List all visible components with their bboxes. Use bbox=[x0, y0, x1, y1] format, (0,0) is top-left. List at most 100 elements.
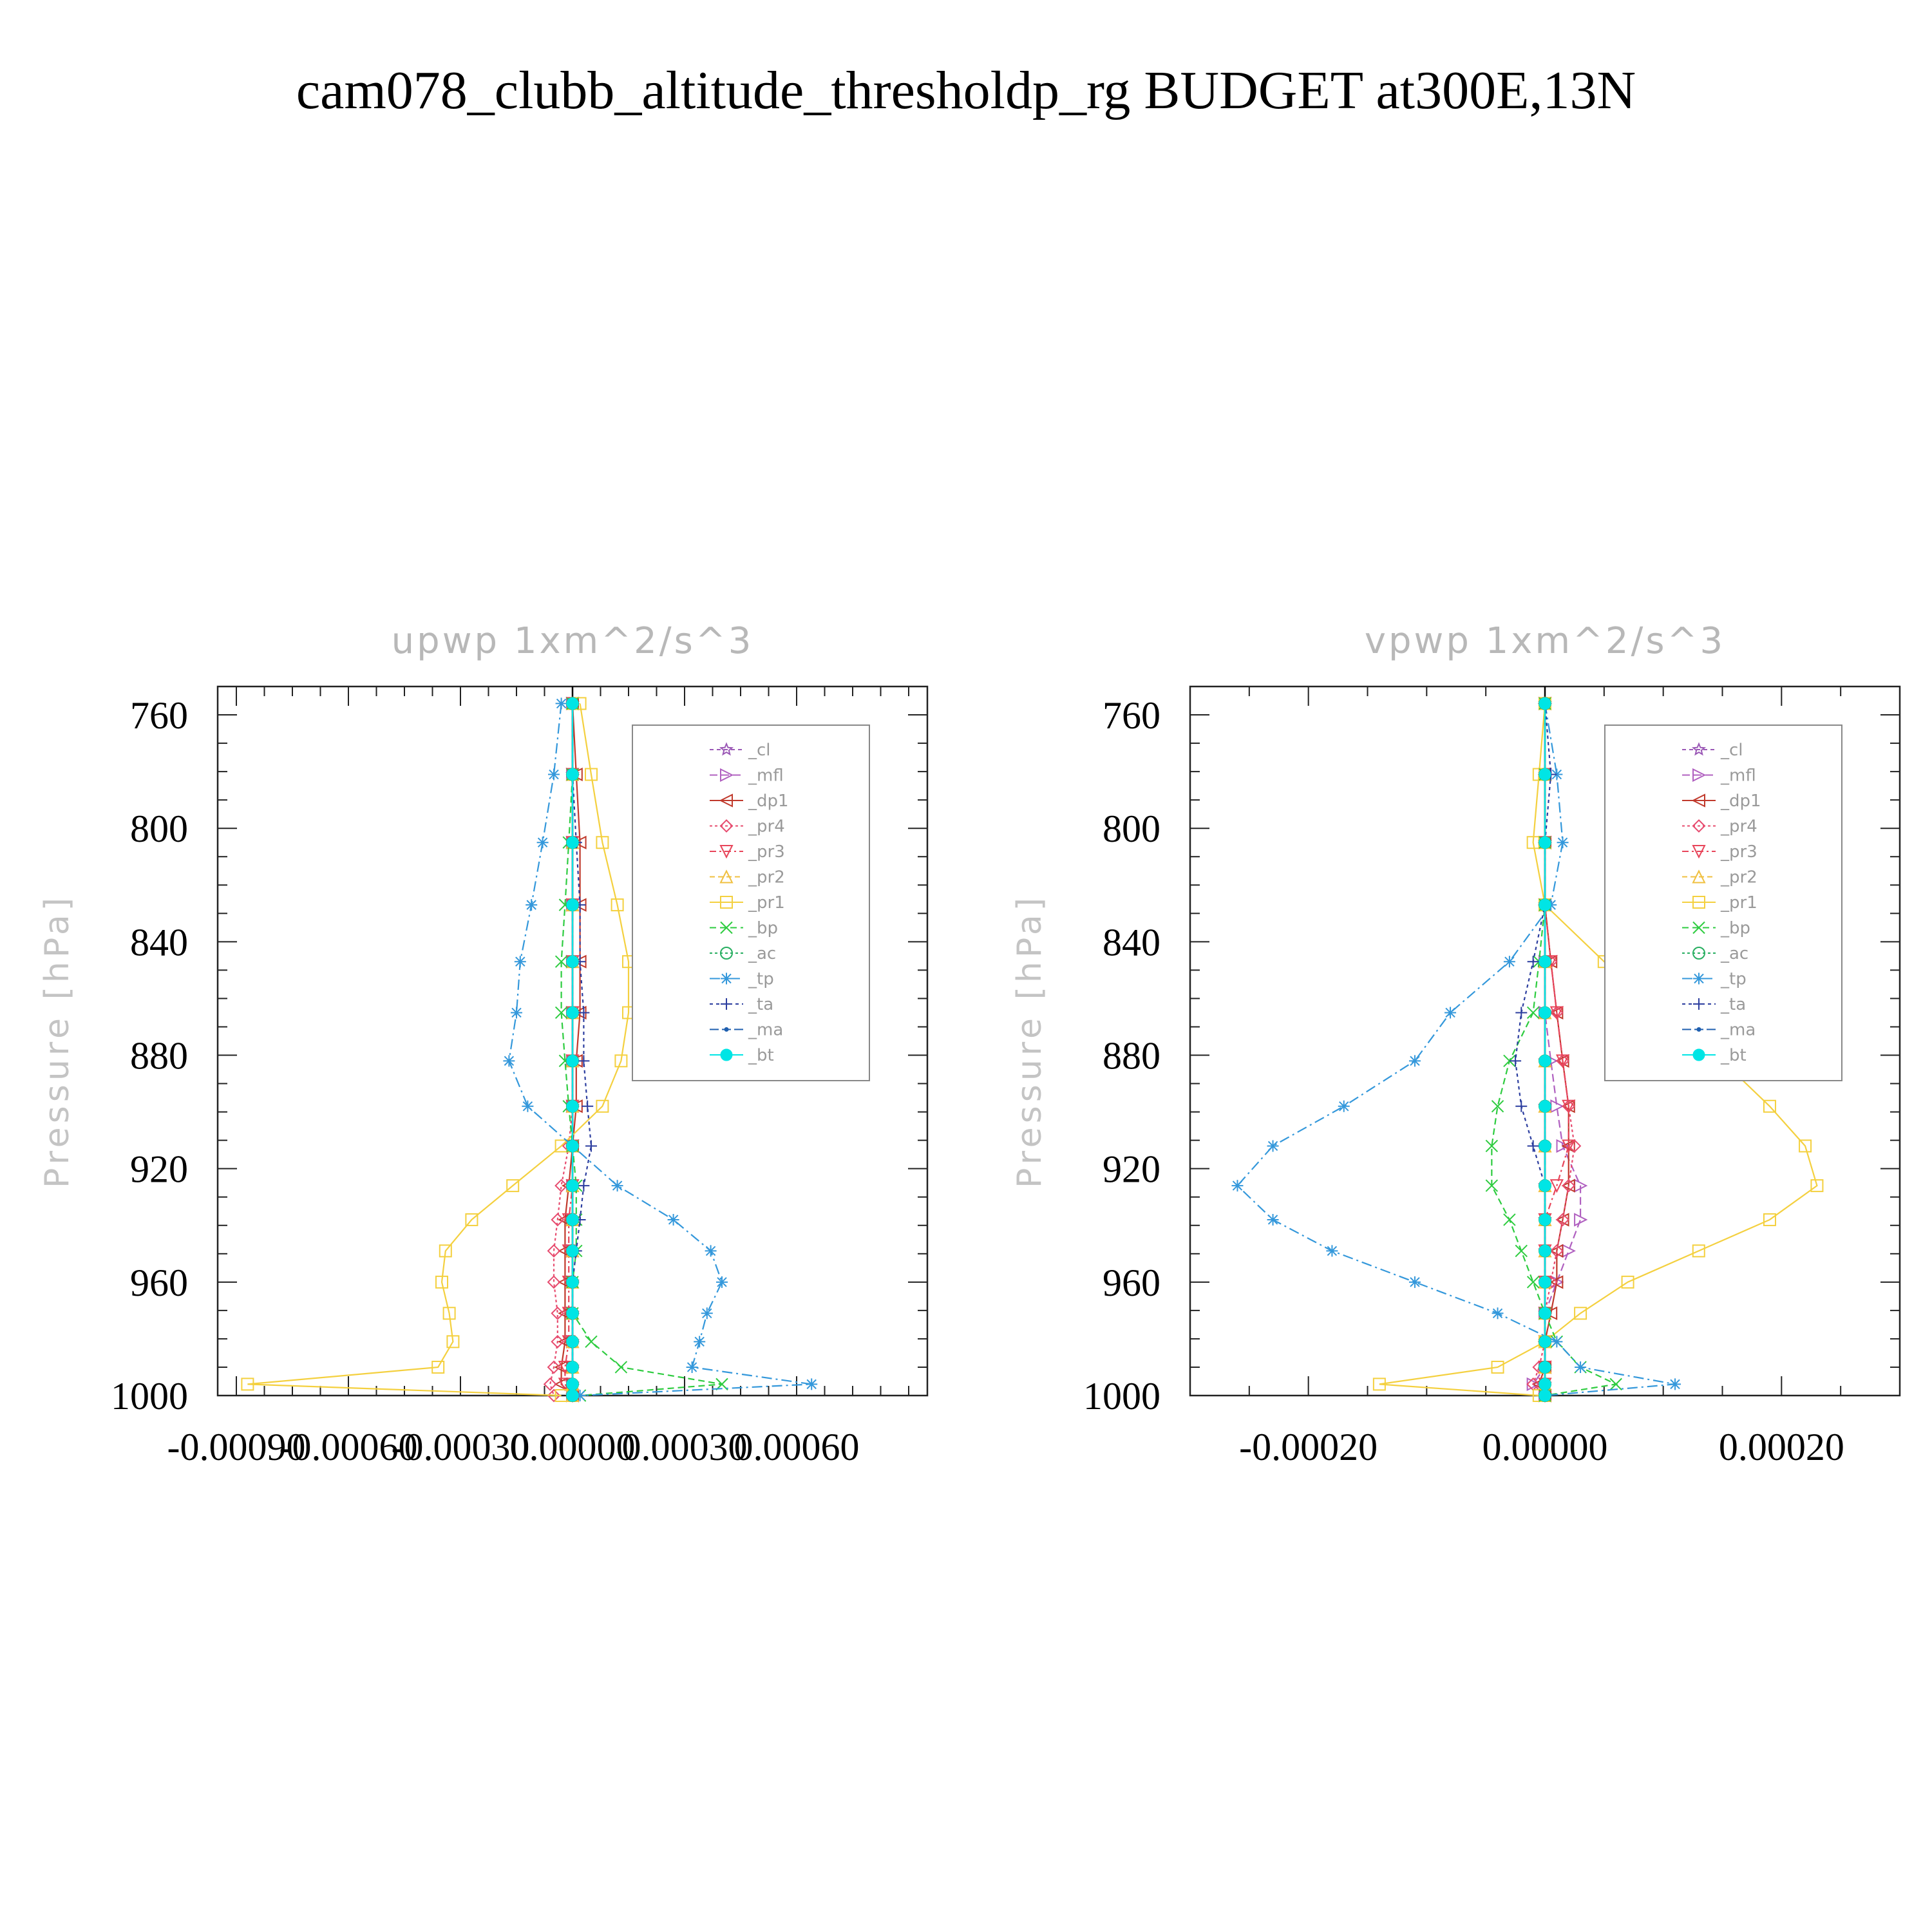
data-point bbox=[511, 1007, 522, 1019]
data-point bbox=[1621, 1275, 1634, 1289]
legend-entry: _pr1 bbox=[1720, 893, 1757, 913]
legend-entry: _ta bbox=[1720, 995, 1746, 1014]
data-point bbox=[554, 955, 568, 968]
data-point bbox=[566, 1244, 579, 1257]
data-point bbox=[551, 1213, 565, 1227]
legend-entry: _dp1 bbox=[748, 791, 789, 811]
data-point bbox=[1485, 1139, 1499, 1153]
data-point bbox=[514, 956, 526, 968]
x-tick-label: 0.00000 bbox=[510, 1426, 636, 1468]
data-point bbox=[574, 1390, 586, 1401]
data-point bbox=[578, 1007, 590, 1019]
data-point bbox=[1503, 1213, 1516, 1226]
data-point bbox=[1799, 1139, 1812, 1153]
data-point bbox=[1810, 1179, 1824, 1193]
data-point bbox=[667, 1213, 679, 1226]
data-point bbox=[566, 898, 579, 911]
data-point bbox=[566, 1213, 579, 1226]
data-point bbox=[1557, 837, 1569, 849]
series-ta bbox=[1510, 697, 1557, 1401]
data-point bbox=[1515, 1100, 1528, 1112]
data-point bbox=[566, 1335, 579, 1348]
y-tick-label: 760 bbox=[1103, 694, 1160, 737]
data-point bbox=[1539, 1179, 1551, 1192]
data-point bbox=[536, 837, 549, 849]
data-point bbox=[431, 1360, 445, 1374]
figure-title: cam078_clubb_altitude_thresholdp_rg BUDG… bbox=[296, 61, 1636, 120]
data-point bbox=[1609, 1378, 1622, 1391]
data-point bbox=[566, 697, 579, 710]
data-point bbox=[1539, 768, 1551, 781]
data-point bbox=[1491, 1360, 1504, 1374]
legend-entry: _ma bbox=[748, 1021, 783, 1040]
data-point bbox=[1551, 768, 1563, 781]
data-point bbox=[566, 1276, 579, 1289]
x-tick-label: 0.00060 bbox=[734, 1426, 860, 1468]
x-tick-label: -0.00030 bbox=[392, 1426, 530, 1468]
data-point bbox=[1267, 1140, 1279, 1152]
data-point bbox=[566, 1054, 579, 1067]
legend-entry: _cl bbox=[1720, 741, 1743, 760]
data-point bbox=[1515, 1244, 1528, 1258]
y-tick-label: 1000 bbox=[111, 1375, 188, 1417]
data-point bbox=[1372, 1378, 1386, 1391]
data-point bbox=[1539, 955, 1551, 968]
legend-entry: _tp bbox=[748, 970, 774, 989]
series-line bbox=[1532, 703, 1582, 1396]
data-point bbox=[1562, 1139, 1576, 1153]
data-point bbox=[503, 1055, 515, 1067]
legend-entry: _pr4 bbox=[1720, 817, 1757, 837]
data-point bbox=[554, 1179, 569, 1193]
data-point bbox=[596, 836, 609, 849]
legend: _cl _mfl _dp1 _pr4 _pr3 _pr2 _pr1 _bp _ac _tp _ta _… bbox=[1604, 724, 1842, 1081]
legend-marker bbox=[1693, 998, 1705, 1010]
legend-marker bbox=[724, 1027, 729, 1032]
data-point bbox=[573, 835, 587, 849]
legend-marker bbox=[1691, 742, 1707, 756]
data-point bbox=[1444, 1007, 1457, 1019]
legend-entry: _ta bbox=[748, 995, 773, 1014]
legend-marker bbox=[720, 768, 734, 782]
series-pr1 bbox=[241, 697, 635, 1402]
upwp-panel: upwp 1xm^2/s^3 Pressure [hPa] 760 800 840 880… bbox=[38, 620, 929, 1468]
data-point bbox=[554, 1006, 568, 1019]
y-tick-label: 880 bbox=[1103, 1035, 1160, 1077]
data-point bbox=[1408, 1055, 1421, 1067]
x-tick-label: -0.00060 bbox=[279, 1426, 418, 1468]
y-tick-label: 800 bbox=[130, 808, 188, 850]
legend-marker bbox=[720, 1048, 733, 1061]
y-tick-label: 840 bbox=[130, 921, 188, 963]
data-point bbox=[1527, 956, 1539, 968]
data-point bbox=[547, 1275, 561, 1289]
data-point bbox=[551, 1306, 565, 1320]
legend-marker bbox=[719, 793, 733, 808]
data-point bbox=[611, 898, 624, 912]
series-pr3 bbox=[558, 697, 580, 1403]
data-point bbox=[1562, 1099, 1576, 1114]
data-point bbox=[555, 697, 567, 710]
data-point bbox=[1539, 1006, 1551, 1019]
y-tick-label: 960 bbox=[130, 1262, 188, 1304]
data-point bbox=[551, 1334, 565, 1349]
data-point bbox=[1551, 1336, 1563, 1348]
data-point bbox=[522, 1100, 534, 1112]
data-point bbox=[1549, 1179, 1564, 1193]
data-point bbox=[585, 768, 598, 781]
data-point bbox=[1539, 1335, 1551, 1348]
y-axis-label: Pressure [hPa] bbox=[38, 894, 77, 1188]
data-point bbox=[1491, 1100, 1504, 1113]
data-point bbox=[439, 1244, 452, 1258]
data-point bbox=[1556, 1139, 1570, 1153]
data-point bbox=[611, 1180, 623, 1192]
x-tick-label: 0.00000 bbox=[1482, 1426, 1608, 1468]
data-point bbox=[1556, 1213, 1569, 1227]
y-tick-label: 960 bbox=[1103, 1262, 1160, 1304]
data-point bbox=[1408, 1276, 1421, 1288]
data-point bbox=[1539, 1389, 1551, 1402]
series-line bbox=[560, 703, 581, 1396]
data-point bbox=[1555, 1054, 1570, 1068]
vpwp-panel: vpwp 1xm^2/s^3 Pressure [hPa] 760 800 840 880… bbox=[1010, 620, 1901, 1468]
data-point bbox=[1231, 1180, 1244, 1192]
legend-marker bbox=[719, 869, 734, 884]
